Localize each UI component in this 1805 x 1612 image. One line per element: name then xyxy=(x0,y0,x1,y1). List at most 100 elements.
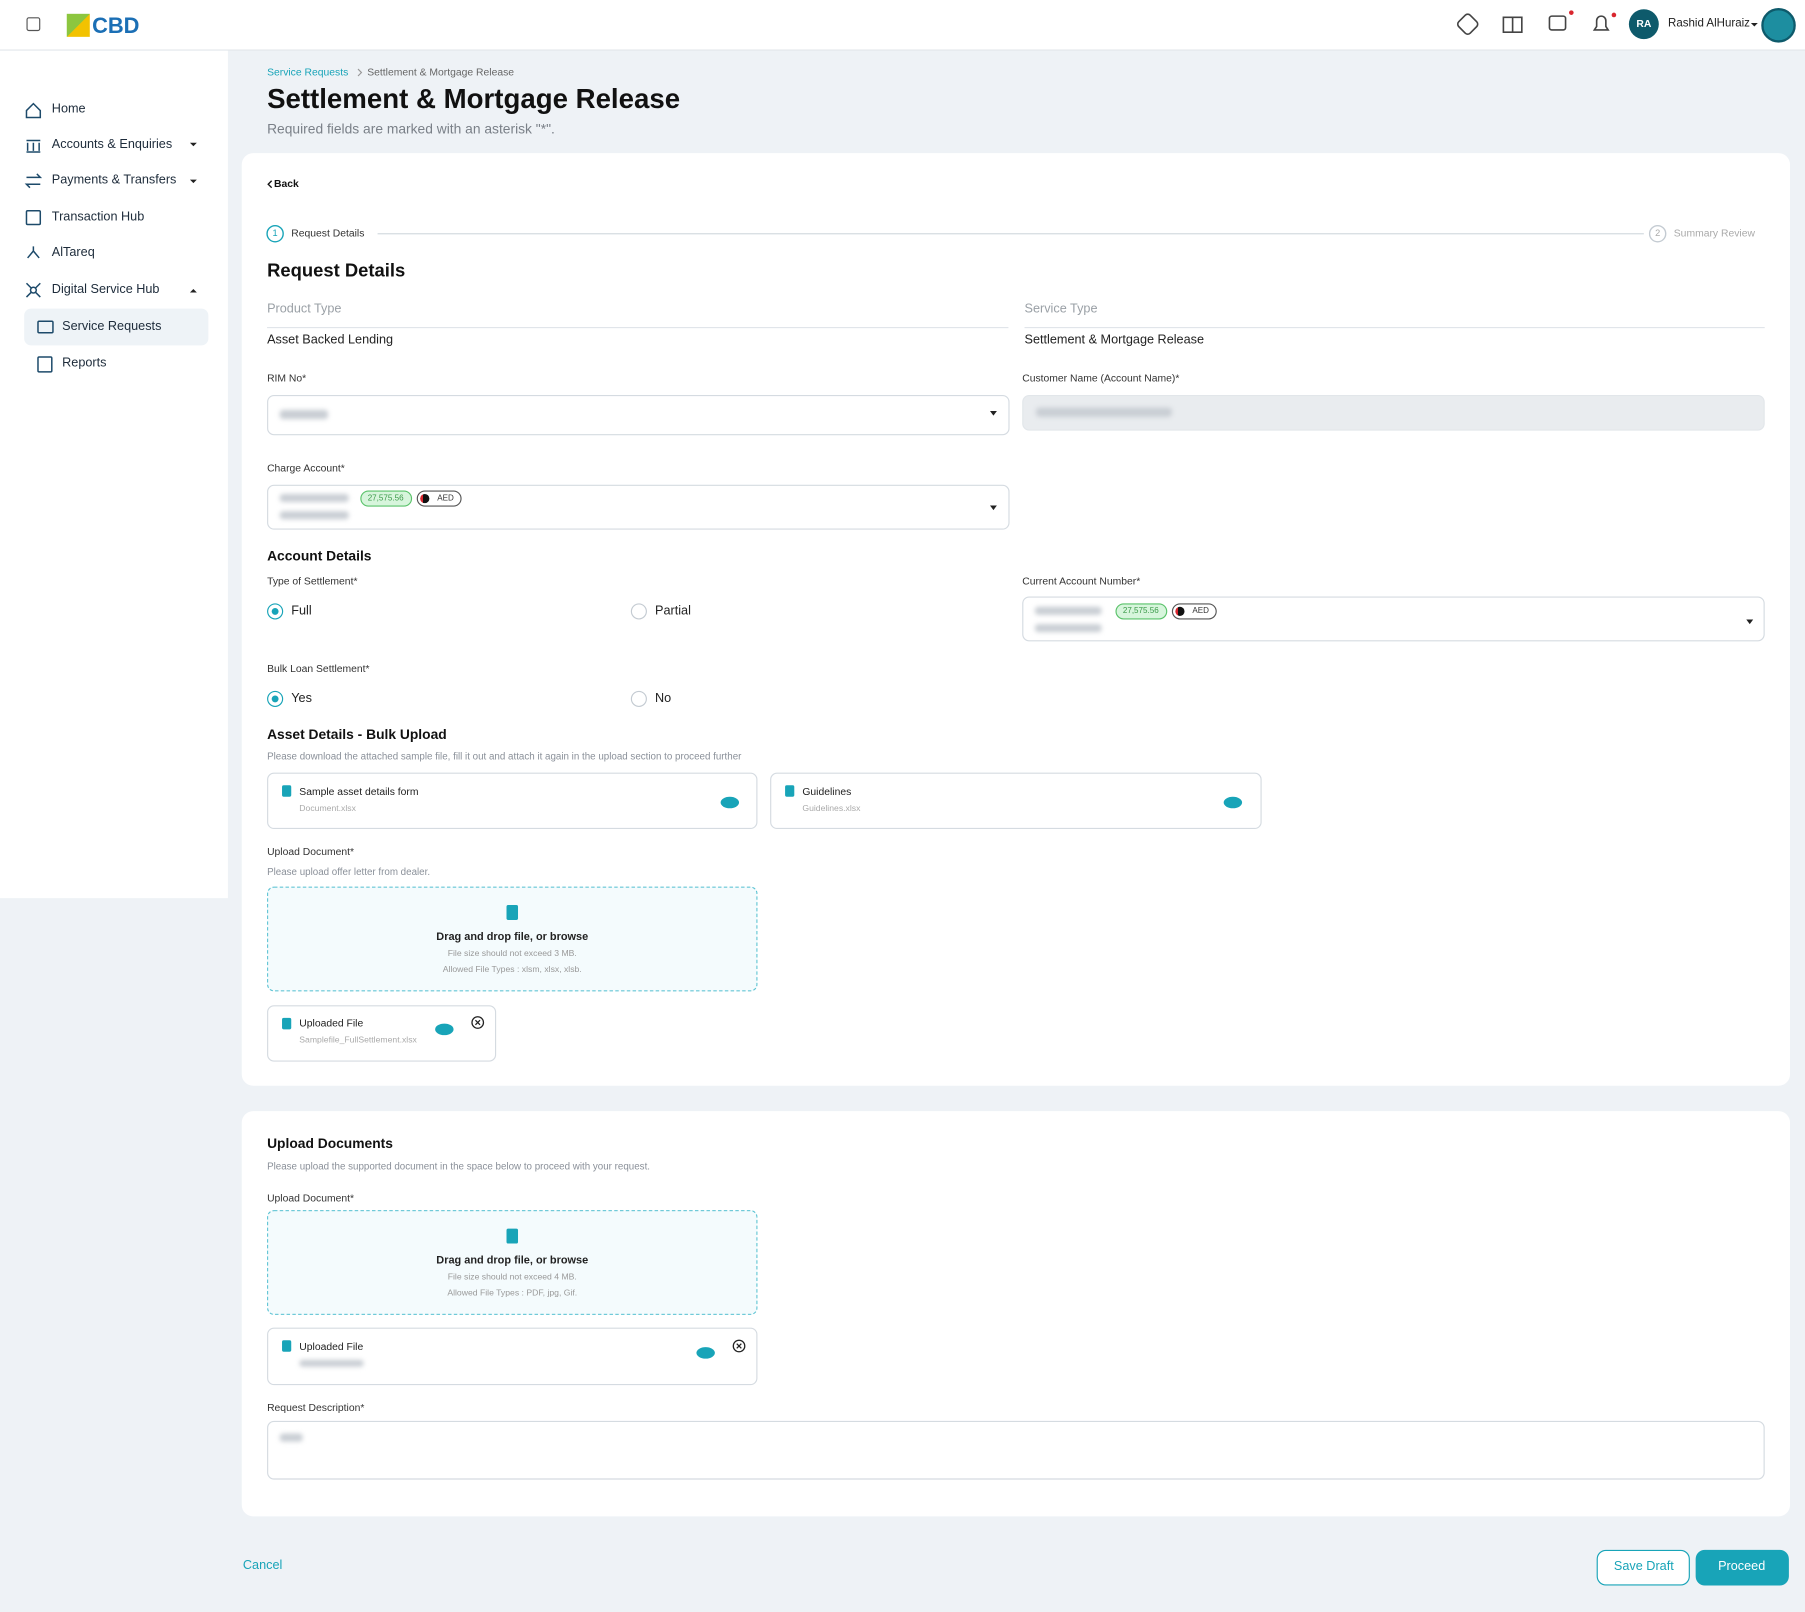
drop-text: Drag and drop file, or browse xyxy=(436,930,589,944)
save-draft-label[interactable]: Save Draft xyxy=(1613,1559,1674,1574)
nav-sub-item[interactable]: Reports xyxy=(62,356,107,371)
uploaded-file-card xyxy=(267,1005,497,1062)
nav-item[interactable]: Payments & Transfers xyxy=(51,173,177,188)
field-label: RIM No* xyxy=(267,372,307,385)
blurred-value xyxy=(1034,606,1102,615)
blurred-value xyxy=(279,493,349,503)
field-label: Request Description* xyxy=(267,1401,365,1414)
step-number: 2 xyxy=(1655,227,1661,239)
breadcrumb-current: Settlement & Mortgage Release xyxy=(367,66,515,78)
nav-item[interactable]: Transaction Hub xyxy=(51,210,145,224)
file-card[interactable] xyxy=(267,772,758,830)
section-heading: Asset Details - Bulk Upload xyxy=(267,726,447,743)
section-description: Please upload the supported document in … xyxy=(267,1160,651,1172)
drop-text: Drag and drop file, or browse xyxy=(436,1254,589,1267)
file-title: Uploaded File xyxy=(299,1340,364,1353)
radio-selected[interactable] xyxy=(267,690,284,707)
sidebar-toggle[interactable] xyxy=(26,17,41,32)
radio[interactable] xyxy=(630,603,647,620)
field-label: Upload Document* xyxy=(267,845,355,858)
back-link[interactable]: Back xyxy=(273,177,299,190)
flag-icon xyxy=(420,493,430,504)
dropdown-caret xyxy=(1746,619,1754,625)
logo: CBD xyxy=(92,14,140,39)
divider xyxy=(1024,327,1765,329)
blurred-value xyxy=(299,1359,364,1367)
file-icon xyxy=(282,1017,292,1030)
proceed-button[interactable] xyxy=(1695,1549,1789,1586)
user-name[interactable]: Rashid AlHuraiz xyxy=(1668,17,1750,30)
rim-select[interactable] xyxy=(267,394,1010,436)
blurred-value xyxy=(1034,624,1102,633)
currency: AED xyxy=(437,494,454,503)
file-icon xyxy=(785,785,795,797)
dropdown-caret xyxy=(989,411,997,416)
file-name: Guidelines.xlsx xyxy=(802,802,861,814)
radio-label: Partial xyxy=(655,603,691,618)
upload-icon xyxy=(506,1228,519,1244)
section-heading: Upload Documents xyxy=(267,1135,393,1152)
dropzone[interactable] xyxy=(267,886,758,992)
field-label: Bulk Loan Settlement* xyxy=(267,662,370,675)
radio[interactable] xyxy=(630,690,647,707)
proceed-label[interactable]: Proceed xyxy=(1718,1559,1766,1574)
drop-note: Allowed File Types : PDF, jpg, Gif. xyxy=(447,1287,578,1298)
section-heading: Request Details xyxy=(267,261,406,281)
dropdown-caret xyxy=(989,505,997,511)
page-subtitle: Required fields are marked with an aster… xyxy=(267,120,555,138)
balance: 27,575.56 xyxy=(367,494,404,503)
blurred-value xyxy=(279,1433,303,1442)
balance-pill xyxy=(1115,603,1168,620)
field-value: Settlement & Mortgage Release xyxy=(1024,333,1205,348)
field-hint: Please upload offer letter from dealer. xyxy=(267,865,431,878)
field-label: Current Account Number* xyxy=(1022,575,1141,587)
field-label: Type of Settlement* xyxy=(267,575,358,587)
dropzone[interactable] xyxy=(267,1210,758,1315)
blurred-value xyxy=(279,511,349,520)
step-label: Request Details xyxy=(291,227,365,239)
file-icon xyxy=(282,785,292,797)
file-card[interactable] xyxy=(770,772,1262,830)
section-heading: Account Details xyxy=(267,548,372,565)
field-label: Product Type xyxy=(267,302,342,317)
nav-item[interactable]: Digital Service Hub xyxy=(51,282,160,297)
file-name: Samplefile_FullSettlement.xlsx xyxy=(299,1034,417,1045)
radio-selected[interactable] xyxy=(267,603,284,620)
field-label: Service Type xyxy=(1024,302,1098,317)
field-value: Asset Backed Lending xyxy=(267,333,394,348)
nav-item[interactable]: Home xyxy=(51,101,86,116)
currency-pill xyxy=(416,490,462,507)
blurred-value xyxy=(279,409,329,420)
request-description[interactable] xyxy=(267,1420,1765,1480)
save-draft-button[interactable] xyxy=(1596,1549,1690,1586)
logo-mark xyxy=(66,13,90,37)
cancel-link[interactable]: Cancel xyxy=(242,1558,283,1573)
radio-label: Full xyxy=(291,603,312,618)
file-icon xyxy=(282,1340,292,1352)
radio-label: No xyxy=(655,691,672,706)
nav-item[interactable]: Accounts & Enquiries xyxy=(51,137,173,152)
sidebar xyxy=(0,50,228,899)
currency-pill xyxy=(1171,603,1217,620)
flag-icon xyxy=(1175,606,1185,617)
stepper xyxy=(266,180,1667,243)
balance-pill xyxy=(360,490,413,507)
drop-note: File size should not exceed 4 MB. xyxy=(447,1271,577,1282)
nav-item[interactable]: AlTareq xyxy=(51,245,95,260)
header-icons[interactable] xyxy=(0,0,1805,51)
divider xyxy=(267,327,1009,329)
currency: AED xyxy=(1192,607,1209,616)
sidebar-icons xyxy=(24,102,197,373)
breadcrumb-separator xyxy=(357,68,363,77)
section-description: Please download the attached sample file… xyxy=(267,750,742,762)
sidebar-active xyxy=(24,308,209,346)
breadcrumb-link[interactable]: Service Requests xyxy=(267,66,349,78)
page-title: Settlement & Mortgage Release xyxy=(267,84,681,116)
nav-sub-item[interactable]: Service Requests xyxy=(62,319,162,334)
radio-label: Yes xyxy=(291,691,312,706)
step-number: 1 xyxy=(272,227,278,239)
step-label: Summary Review xyxy=(1673,227,1755,239)
